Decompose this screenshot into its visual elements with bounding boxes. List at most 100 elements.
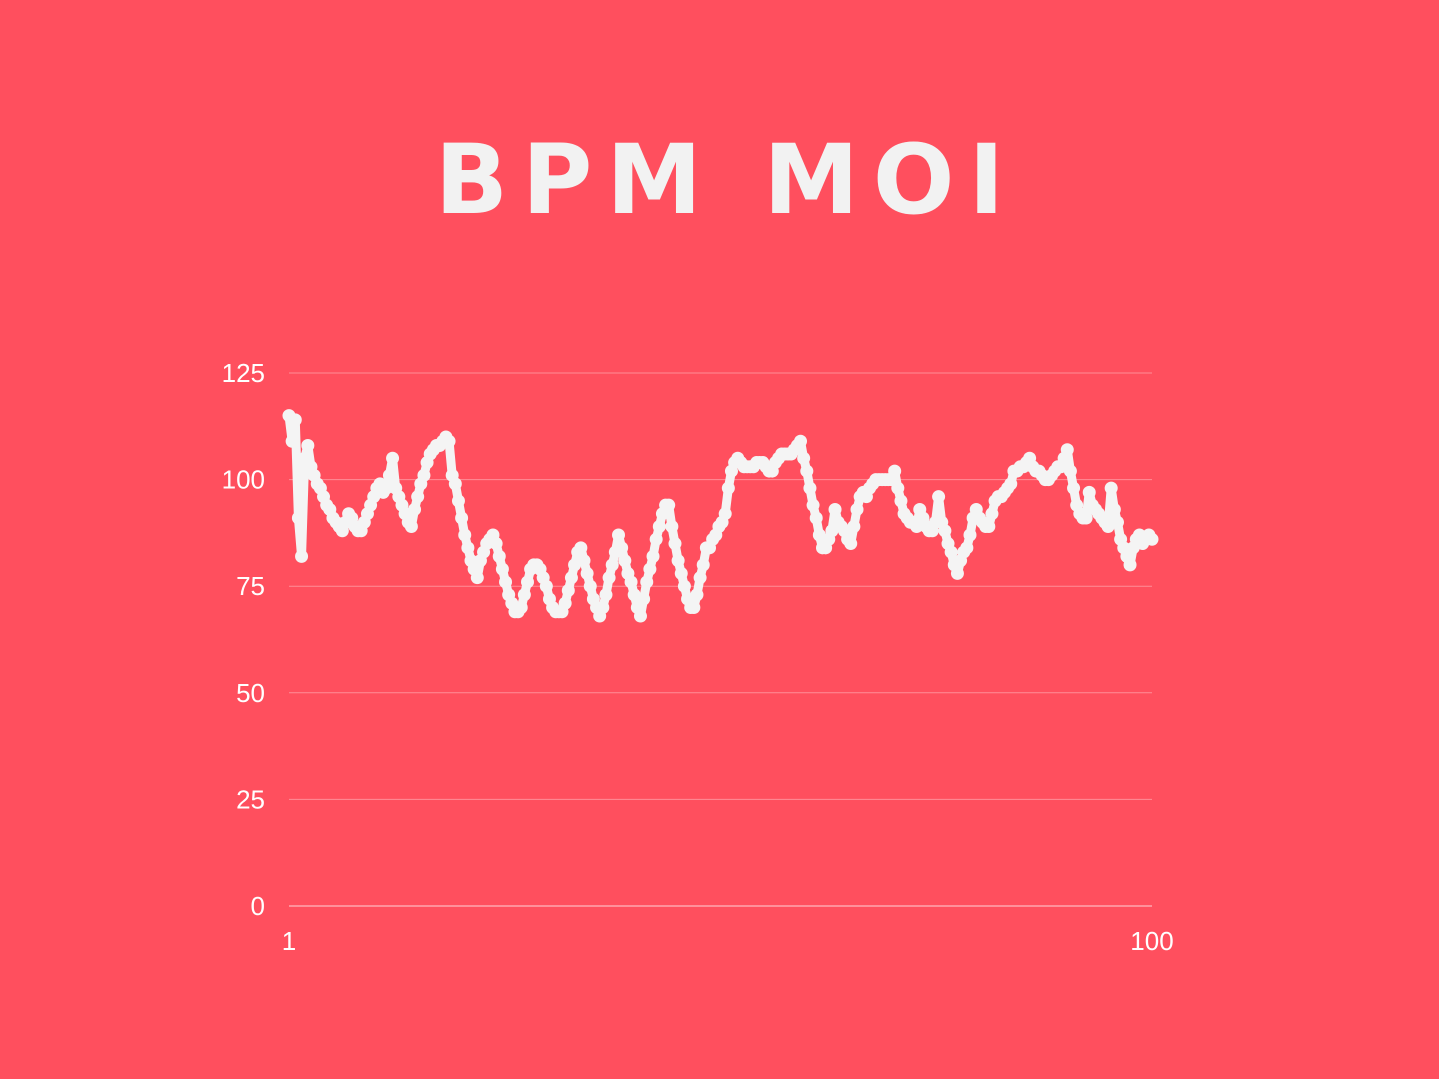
- y-tick-label: 125: [222, 358, 265, 388]
- data-point: [847, 520, 861, 533]
- data-point: [599, 588, 613, 602]
- data-point: [539, 579, 553, 593]
- data-point: [963, 528, 977, 542]
- data-point: [382, 468, 396, 482]
- data-point: [295, 549, 309, 563]
- data-point: [640, 575, 654, 589]
- data-point: [960, 541, 974, 555]
- data-point: [583, 579, 597, 593]
- data-point: [442, 434, 456, 448]
- data-point: [1123, 558, 1137, 572]
- data-point: [1079, 511, 1093, 525]
- data-point: [612, 528, 626, 542]
- data-point: [797, 451, 811, 465]
- data-point: [844, 537, 858, 551]
- data-point: [489, 537, 503, 551]
- data-point: [558, 596, 572, 610]
- data-point: [1110, 515, 1124, 529]
- data-point: [932, 490, 946, 504]
- data-point: [671, 554, 685, 568]
- data-point: [458, 528, 472, 542]
- data-point: [470, 571, 484, 585]
- data-point: [615, 541, 629, 555]
- data-point: [1082, 485, 1096, 499]
- data-point: [803, 481, 817, 495]
- data-point: [577, 554, 591, 568]
- data-point: [411, 490, 425, 504]
- y-axis-tick-labels: 0 25 50 75 100 125: [222, 358, 265, 921]
- data-point: [662, 498, 676, 512]
- data-point: [809, 511, 823, 525]
- x-tick-label: 1: [282, 926, 296, 956]
- data-point: [665, 520, 679, 533]
- data-point: [982, 520, 996, 533]
- data-point: [721, 481, 735, 495]
- data-point: [693, 571, 707, 585]
- data-point: [1063, 464, 1077, 478]
- data-point: [633, 609, 647, 623]
- chart-title: BPM MOI: [434, 124, 1019, 236]
- data-point: [677, 579, 691, 593]
- x-tick-label: 100: [1130, 926, 1173, 956]
- data-point: [288, 413, 302, 427]
- y-tick-label: 100: [222, 465, 265, 495]
- data-point: [668, 537, 682, 551]
- data-point: [944, 545, 958, 559]
- data-point: [1004, 477, 1018, 491]
- data-point: [455, 511, 469, 525]
- data-point: [1104, 481, 1118, 495]
- data-point: [985, 507, 999, 521]
- data-point: [828, 502, 842, 516]
- y-tick-label: 25: [236, 784, 265, 814]
- data-point: [605, 558, 619, 572]
- data-point: [291, 511, 305, 525]
- data-point: [461, 541, 475, 555]
- data-point: [894, 494, 908, 508]
- data-point: [687, 601, 701, 615]
- y-tick-label: 75: [236, 571, 265, 601]
- data-point: [596, 601, 610, 615]
- data-point: [643, 562, 657, 576]
- data-point: [517, 588, 531, 602]
- data-point: [891, 481, 905, 495]
- data-point: [408, 502, 422, 516]
- series-bpm: [282, 409, 1159, 623]
- data-point: [674, 566, 688, 580]
- data-point: [514, 601, 528, 615]
- data-point: [624, 575, 638, 589]
- data-point: [285, 434, 299, 448]
- data-point: [301, 438, 315, 452]
- y-tick-label: 0: [251, 891, 265, 921]
- data-point: [888, 464, 902, 478]
- data-point: [646, 549, 660, 563]
- data-point: [448, 477, 462, 491]
- data-point: [1107, 502, 1121, 516]
- data-point: [561, 583, 575, 597]
- data-point: [690, 588, 704, 602]
- data-point: [602, 571, 616, 585]
- data-point: [696, 558, 710, 572]
- data-point: [938, 524, 952, 538]
- data-point: [950, 566, 964, 580]
- data-point: [404, 520, 418, 533]
- data-point: [652, 520, 666, 533]
- data-point: [718, 507, 732, 521]
- data-point: [850, 502, 864, 516]
- data-point: [1067, 481, 1081, 495]
- gridlines: [289, 372, 1152, 907]
- data-point: [574, 541, 588, 555]
- data-point: [1060, 443, 1074, 457]
- data-point: [417, 468, 431, 482]
- data-point: [806, 498, 820, 512]
- data-point: [637, 592, 651, 606]
- y-tick-label: 50: [236, 678, 265, 708]
- data-point: [379, 481, 393, 495]
- data-point: [1145, 532, 1159, 546]
- data-point: [386, 451, 400, 465]
- data-point: [580, 566, 594, 580]
- data-point: [499, 575, 513, 589]
- data-point: [618, 554, 632, 568]
- data-point: [649, 532, 663, 546]
